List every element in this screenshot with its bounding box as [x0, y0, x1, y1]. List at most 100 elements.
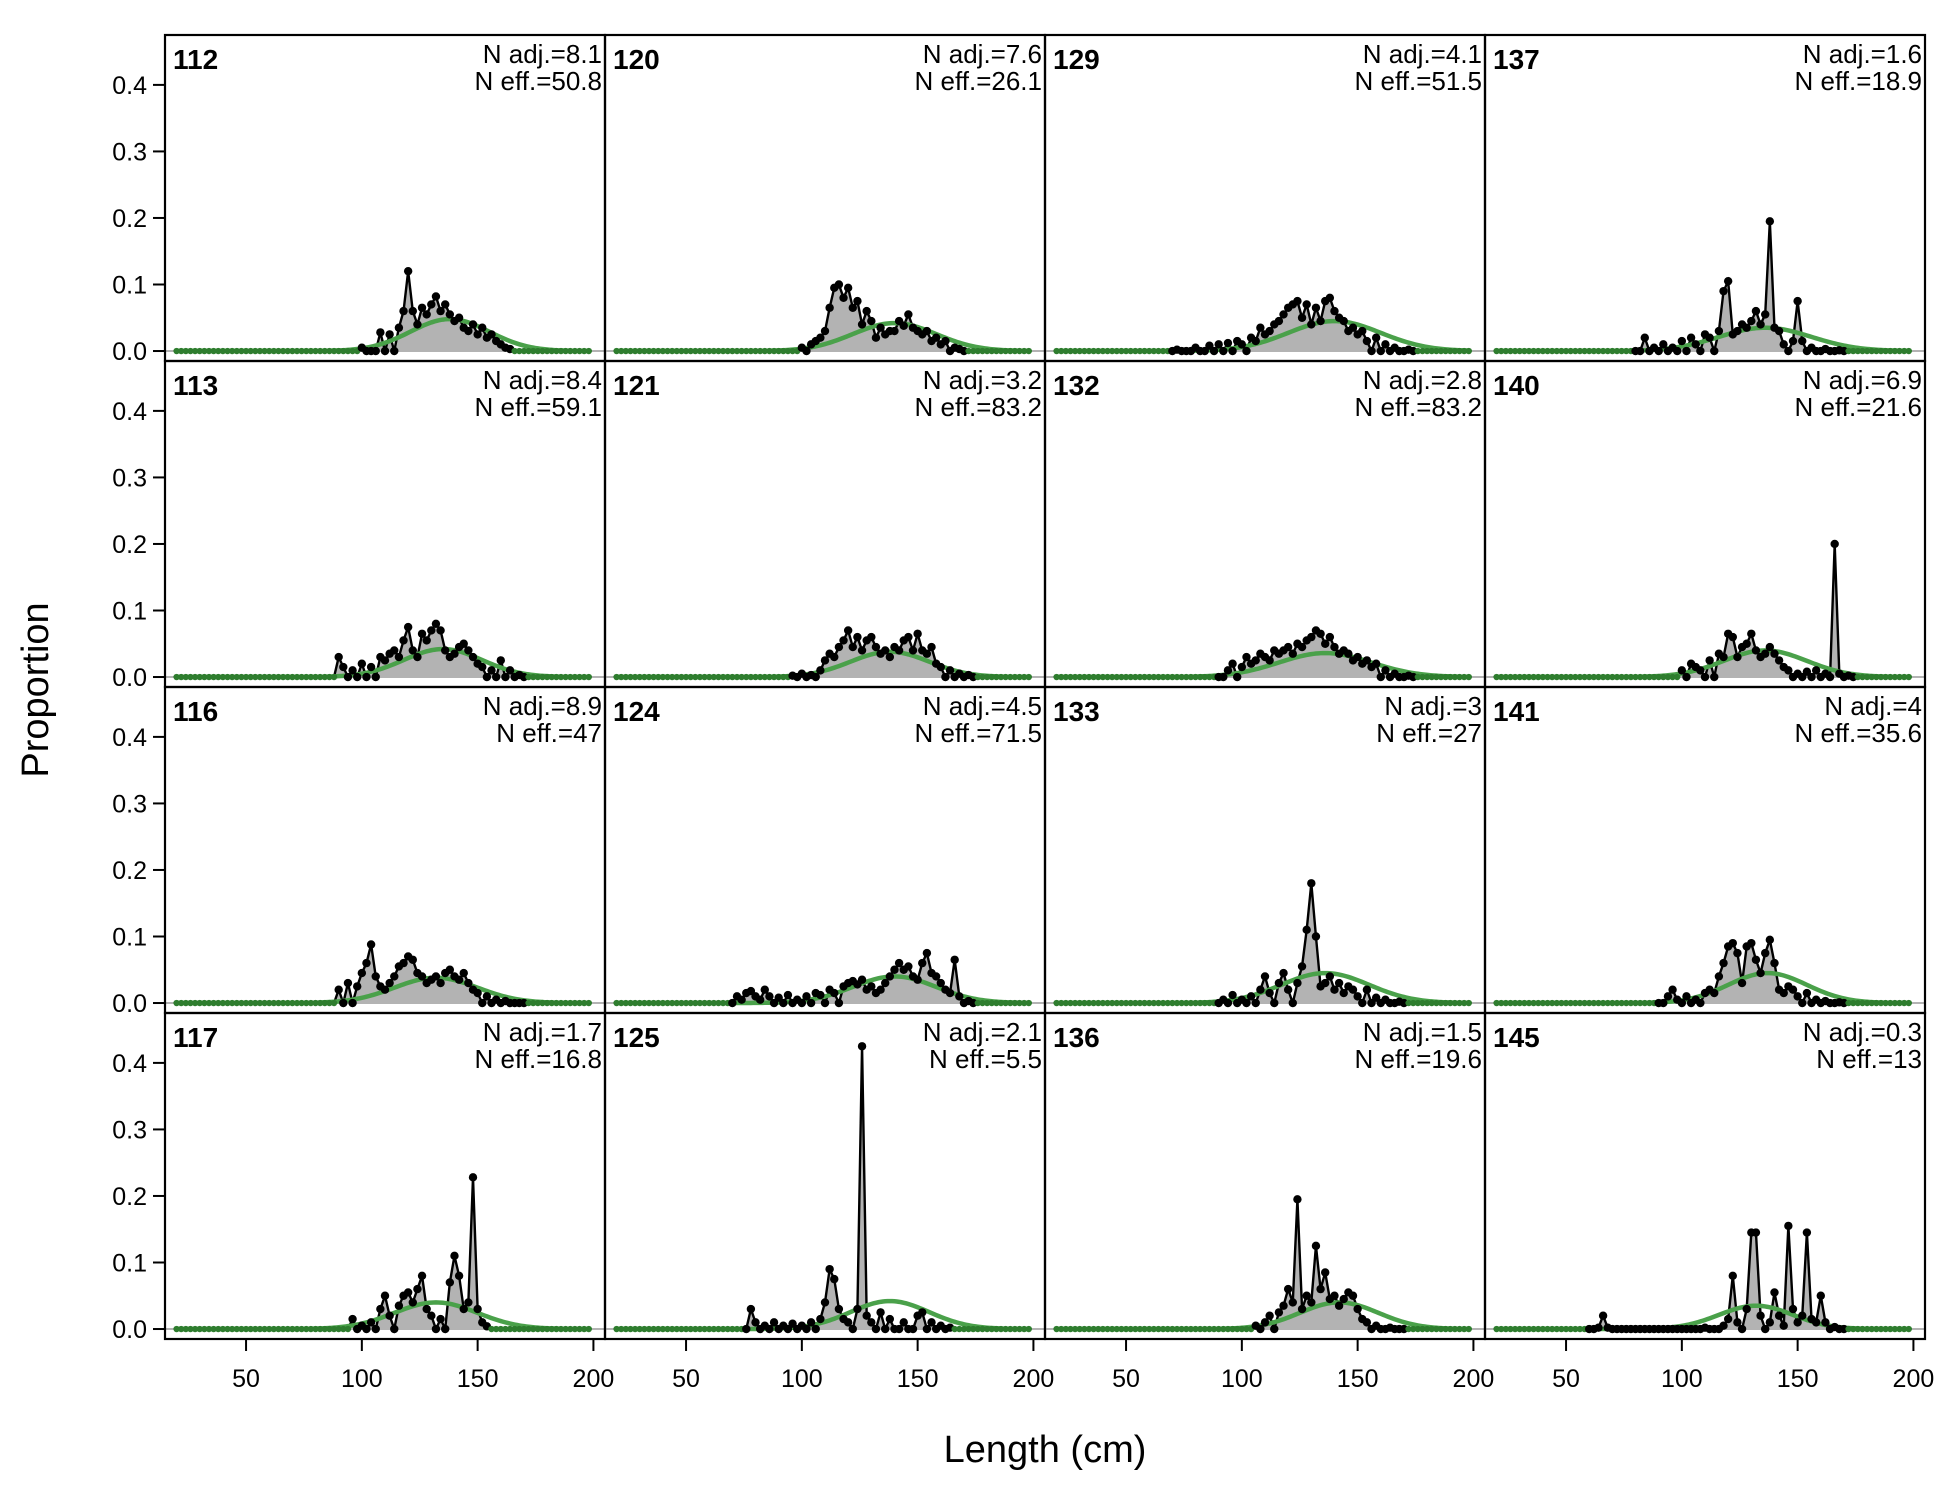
observed-point [1437, 1325, 1445, 1333]
observed-point [1270, 1324, 1279, 1334]
observed-point [580, 673, 588, 681]
observed-point [252, 347, 259, 355]
observed-point [567, 347, 574, 355]
panel-141: 141 N adj.=4N eff.=35.6 [1483, 685, 1927, 1015]
observed-point [1756, 1311, 1765, 1320]
observed-point [1141, 1325, 1148, 1333]
observed-point [399, 636, 408, 645]
observed-point [1447, 673, 1454, 681]
observed-point [1733, 326, 1742, 336]
observed-point [1178, 673, 1185, 681]
observed-point [1530, 347, 1537, 355]
observed-point [1548, 347, 1556, 355]
observed-point [1896, 673, 1903, 681]
observed-point [1362, 336, 1372, 346]
observed-point [1164, 1325, 1171, 1333]
observed-point [1127, 673, 1134, 681]
observed-point [228, 1325, 236, 1333]
observed-point [997, 1325, 1005, 1333]
observed-point [1297, 1304, 1307, 1314]
observed-point [1868, 673, 1875, 681]
n-eff-label: N eff.=51.5 [1355, 66, 1482, 96]
observed-point [567, 1325, 574, 1333]
observed-point [511, 347, 518, 355]
observed-point [1155, 673, 1162, 681]
observed-point [904, 962, 913, 971]
observed-point [1877, 999, 1885, 1007]
observed-point [1270, 998, 1279, 1008]
observed-point [1905, 347, 1912, 355]
observed-point [631, 347, 639, 355]
observed-point [1293, 296, 1302, 306]
observed-point [1062, 1325, 1070, 1333]
observed-point [641, 1325, 648, 1333]
n-eff-label: N eff.=59.1 [475, 392, 602, 422]
observed-point [1242, 652, 1251, 662]
observed-point [1774, 656, 1784, 665]
observed-point [729, 347, 736, 355]
observed-point [696, 1325, 704, 1333]
panel-label: 116 [173, 696, 218, 727]
observed-point [1553, 347, 1560, 355]
observed-point [867, 632, 876, 642]
observed-point [1859, 1325, 1866, 1333]
n-adj-label: N adj.=3 [1384, 691, 1482, 721]
observed-point [1187, 1325, 1195, 1333]
observed-point [219, 673, 227, 681]
observed-point [1544, 1325, 1551, 1333]
observed-point [622, 999, 630, 1007]
observed-point [307, 347, 315, 355]
observed-point [436, 306, 445, 316]
observed-point [1016, 1325, 1023, 1333]
observed-point [1405, 999, 1412, 1007]
observed-point [960, 1325, 968, 1333]
observed-point [1274, 978, 1284, 988]
observed-point [853, 632, 862, 642]
observed-point [289, 999, 296, 1007]
observed-point [1293, 1195, 1302, 1204]
observed-point [816, 990, 825, 1000]
observed-point [1242, 998, 1251, 1008]
observed-point [1002, 673, 1009, 681]
observed-point [548, 1325, 555, 1333]
observed-point [1067, 999, 1074, 1007]
observed-point [843, 626, 853, 635]
observed-point [1635, 346, 1645, 356]
observed-point [576, 1325, 583, 1333]
y-tick-label: 0.3 [112, 1116, 147, 1144]
observed-point [1553, 1325, 1560, 1333]
observed-point [431, 292, 441, 301]
observed-point [371, 346, 380, 356]
observed-point [747, 347, 755, 355]
observed-point [1627, 999, 1635, 1007]
observed-point [1567, 1325, 1574, 1333]
observed-point [766, 347, 773, 355]
observed-point [1265, 326, 1274, 336]
observed-point [1011, 347, 1019, 355]
observed-point [927, 1318, 936, 1327]
observed-point [1516, 999, 1523, 1007]
observed-point [1353, 1304, 1362, 1314]
observed-point [997, 673, 1005, 681]
observed-point [256, 1325, 264, 1333]
observed-point [993, 673, 1000, 681]
n-adj-label: N adj.=1.7 [483, 1017, 602, 1047]
observed-point [1118, 1325, 1125, 1333]
observed-point [701, 673, 708, 681]
n-eff-label: N eff.=21.6 [1795, 392, 1922, 422]
observed-point [1437, 347, 1445, 355]
n-adj-label: N adj.=0.3 [1803, 1017, 1922, 1047]
observed-point [1279, 1301, 1288, 1310]
observed-point [1127, 1325, 1134, 1333]
observed-point [1118, 673, 1125, 681]
observed-point [580, 999, 588, 1007]
observed-point [1770, 958, 1779, 968]
observed-point [710, 347, 718, 355]
observed-point [876, 985, 885, 994]
observed-point [885, 1314, 895, 1324]
observed-point [881, 646, 890, 655]
observed-point [1627, 673, 1635, 681]
observed-point [1572, 347, 1579, 355]
observed-point [673, 999, 680, 1007]
